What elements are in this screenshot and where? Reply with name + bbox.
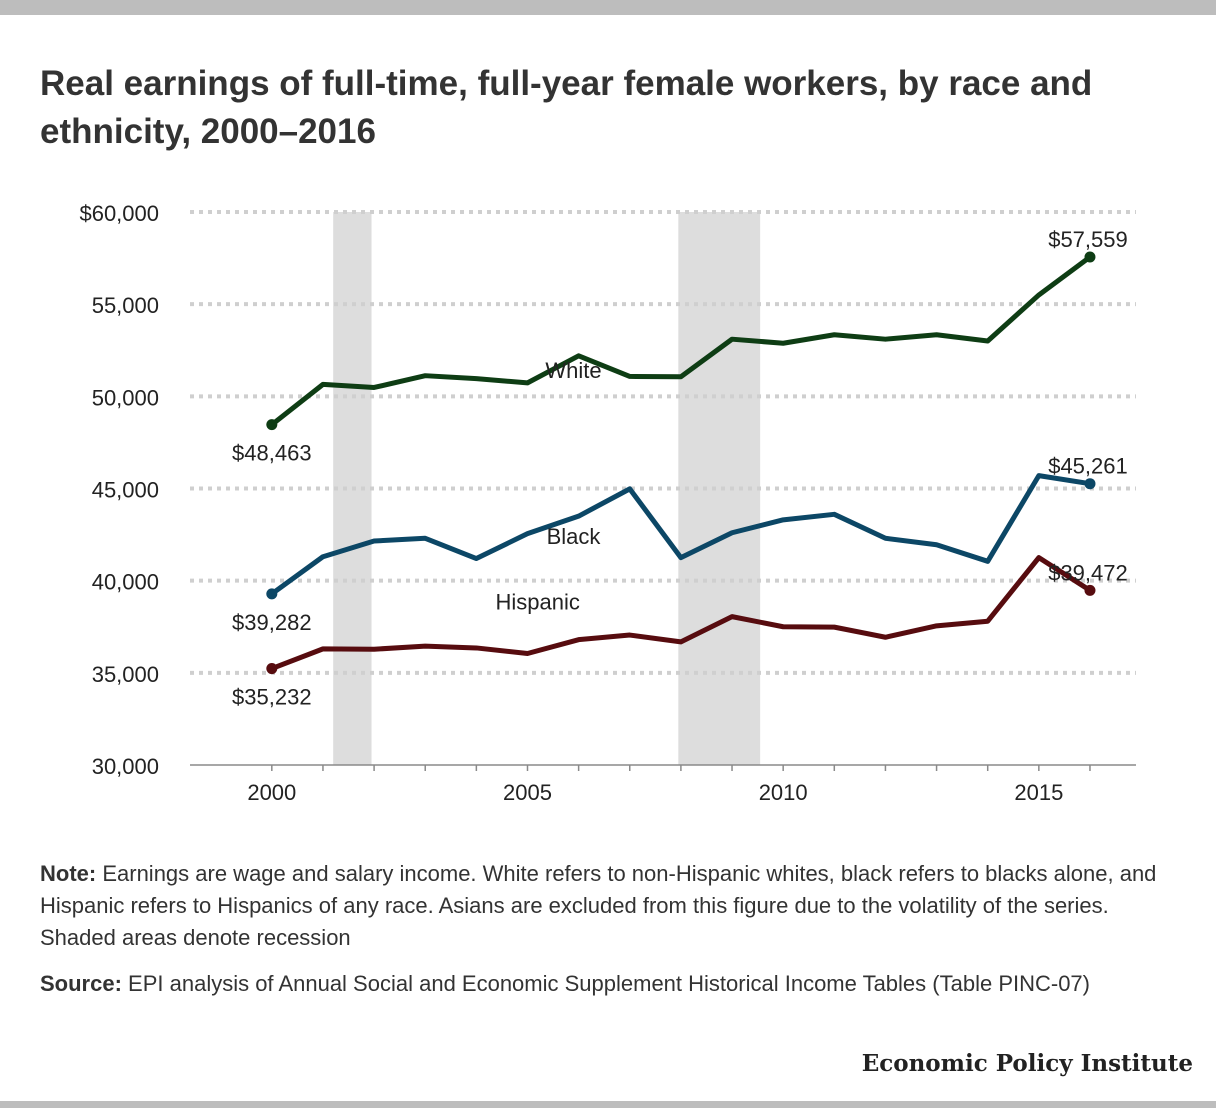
y-tick-label: 50,000 [92, 385, 159, 410]
y-tick-label: 30,000 [92, 754, 159, 779]
series-name-label-hispanic: Hispanic [496, 589, 580, 614]
note-label: Note: [40, 861, 97, 886]
series-end-point-white [1084, 251, 1096, 263]
series-line-black [269, 473, 1093, 597]
y-tick-label: 40,000 [92, 570, 159, 595]
series-name-label-black: Black [547, 524, 602, 549]
publisher-credit: Economic Policy Institute [861, 1050, 1193, 1077]
x-tick-label: 2005 [503, 780, 552, 805]
end-value-label-black: $45,261 [1048, 454, 1128, 479]
series-start-point-black [266, 588, 278, 600]
series-start-point-white [266, 419, 278, 431]
end-value-label-white: $57,559 [1048, 227, 1128, 252]
source-text: EPI analysis of Annual Social and Econom… [121, 971, 1090, 996]
start-value-label-hispanic: $35,232 [232, 685, 312, 710]
recession-band-2 [678, 212, 761, 765]
y-tick-label: $60,000 [79, 201, 159, 226]
start-value-label-black: $39,282 [232, 610, 312, 635]
x-tick-label: 2000 [247, 780, 296, 805]
x-tick-label: 2015 [1014, 780, 1063, 805]
source-label: Source: [40, 971, 122, 996]
chart-title: Real earnings of full-time, full-year fe… [40, 64, 1093, 151]
series-start-point-hispanic [266, 663, 278, 675]
line-chart: 30,000 35,000 40,000 45,000 50,000 55,000 $60,… [79, 201, 1136, 805]
bottom-border [0, 1101, 1216, 1108]
note-text: Earnings are wage and salary income. Whi… [40, 861, 1157, 950]
y-tick-label: 45,000 [92, 478, 159, 503]
series-name-label-white: White [545, 358, 601, 383]
chart-source: Source: EPI analysis of Annual Social an… [40, 968, 1190, 1000]
start-value-label-white: $48,463 [232, 441, 312, 466]
x-tick-label: 2010 [759, 780, 808, 805]
y-tick-label: 35,000 [92, 662, 159, 687]
series-line-hispanic [269, 555, 1093, 672]
y-tick-label: 55,000 [92, 293, 159, 318]
end-value-label-hispanic: $39,472 [1048, 560, 1128, 585]
series-end-point-hispanic [1084, 584, 1096, 596]
top-border [0, 0, 1216, 15]
series-end-point-black [1084, 478, 1096, 490]
series-line-white [269, 254, 1093, 428]
chart-note: Note: Earnings are wage and salary incom… [40, 858, 1190, 954]
